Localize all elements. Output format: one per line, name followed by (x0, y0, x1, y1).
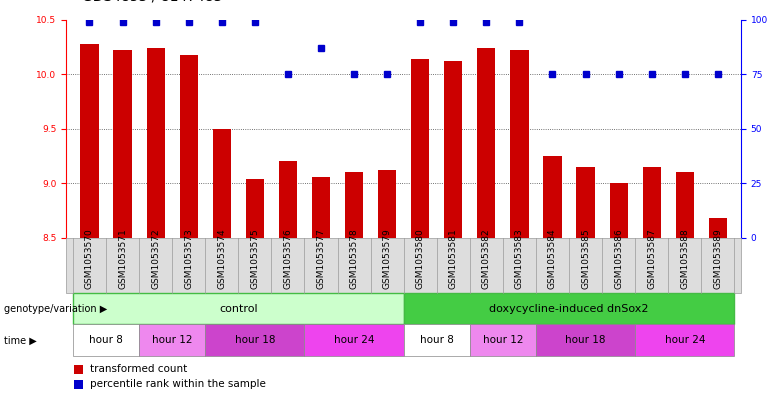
Text: GSM1053581: GSM1053581 (448, 228, 458, 289)
Bar (675, 172, 694, 238)
Bar (246, 179, 264, 238)
Text: GSM1053573: GSM1053573 (184, 228, 193, 289)
Text: GSM1053582: GSM1053582 (482, 228, 491, 289)
Text: GSM1053587: GSM1053587 (647, 228, 656, 289)
Text: GSM1053571: GSM1053571 (118, 228, 127, 289)
Bar (345, 172, 363, 238)
Text: doxycycline-induced dnSox2: doxycycline-induced dnSox2 (489, 303, 649, 314)
Text: GSM1053572: GSM1053572 (151, 228, 160, 289)
Bar (609, 183, 628, 238)
Text: GSM1053574: GSM1053574 (218, 228, 226, 289)
Bar (576, 167, 594, 238)
Text: control: control (219, 303, 257, 314)
Text: hour 24: hour 24 (334, 335, 374, 345)
Text: GSM1053576: GSM1053576 (283, 228, 292, 289)
Text: GSM1053584: GSM1053584 (548, 228, 557, 289)
Bar (213, 129, 231, 238)
Bar (179, 55, 198, 238)
Text: hour 18: hour 18 (566, 335, 606, 345)
Text: hour 18: hour 18 (235, 335, 275, 345)
Bar (147, 48, 165, 238)
Text: time ▶: time ▶ (4, 335, 37, 345)
Bar (477, 48, 495, 238)
Text: GSM1053586: GSM1053586 (614, 228, 623, 289)
Bar (278, 162, 297, 238)
Bar (113, 50, 132, 238)
Bar (643, 167, 661, 238)
Bar (411, 59, 429, 238)
Text: hour 12: hour 12 (152, 335, 193, 345)
Text: hour 8: hour 8 (89, 335, 123, 345)
Bar (80, 44, 98, 238)
Text: genotype/variation ▶: genotype/variation ▶ (4, 303, 107, 314)
Text: GSM1053589: GSM1053589 (714, 228, 722, 289)
Bar (544, 156, 562, 238)
Text: GSM1053588: GSM1053588 (680, 228, 690, 289)
Text: GSM1053585: GSM1053585 (581, 228, 590, 289)
Text: GSM1053578: GSM1053578 (349, 228, 359, 289)
Text: hour 12: hour 12 (483, 335, 523, 345)
Text: GSM1053577: GSM1053577 (317, 228, 325, 289)
Bar (312, 177, 330, 238)
Text: GSM1053583: GSM1053583 (515, 228, 524, 289)
Text: percentile rank within the sample: percentile rank within the sample (90, 379, 265, 389)
Bar (444, 61, 463, 238)
Text: GDS4853 / 8147483: GDS4853 / 8147483 (82, 0, 222, 4)
Text: hour 24: hour 24 (665, 335, 705, 345)
Bar (378, 170, 396, 238)
Text: transformed count: transformed count (90, 364, 187, 375)
Text: GSM1053580: GSM1053580 (416, 228, 424, 289)
Text: hour 8: hour 8 (420, 335, 454, 345)
Bar (510, 50, 529, 238)
Text: GSM1053575: GSM1053575 (250, 228, 259, 289)
Text: GSM1053570: GSM1053570 (85, 228, 94, 289)
Bar (709, 218, 727, 238)
Text: GSM1053579: GSM1053579 (383, 228, 392, 289)
